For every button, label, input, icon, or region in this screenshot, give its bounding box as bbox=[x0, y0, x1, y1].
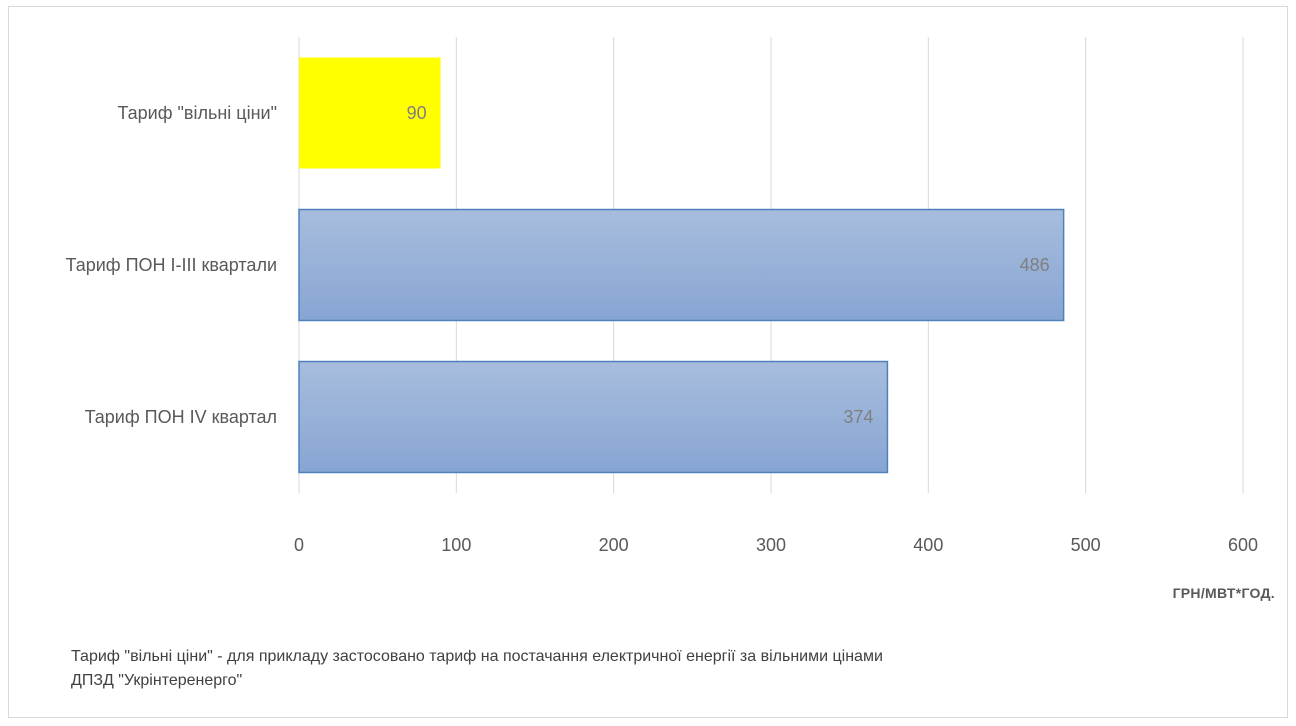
x-tick-label-500: 500 bbox=[1071, 535, 1101, 555]
chart-area: 90 486 374 Тариф "вільні ціни" Тариф ПОН I-… bbox=[8, 6, 1288, 718]
bar-0 bbox=[299, 57, 441, 169]
x-axis-tick-labels: 0 100 200 300 400 500 600 bbox=[294, 535, 1258, 555]
category-labels: Тариф "вільні ціни" Тариф ПОН I-III кварт… bbox=[66, 103, 277, 427]
x-axis-title: ГРН/МВТ*ГОД. bbox=[1173, 585, 1275, 601]
x-tick-label-400: 400 bbox=[913, 535, 943, 555]
bar-chart: 90 486 374 Тариф "вільні ціни" Тариф ПОН I-… bbox=[66, 37, 1275, 601]
bar-1 bbox=[298, 208, 1065, 322]
data-labels: 90 486 374 bbox=[407, 103, 1050, 427]
category-label-2: Тариф ПОН IV квартал bbox=[85, 407, 277, 427]
data-label-0: 90 bbox=[407, 103, 427, 123]
x-tick-label-0: 0 bbox=[294, 535, 304, 555]
data-label-2: 374 bbox=[843, 407, 873, 427]
x-tick-label-600: 600 bbox=[1228, 535, 1258, 555]
footnote-line-1: Тариф "вільні ціни" - для прикладу засто… bbox=[71, 648, 883, 665]
x-tick-label-100: 100 bbox=[441, 535, 471, 555]
x-tick-label-200: 200 bbox=[599, 535, 629, 555]
footnote: Тариф "вільні ціни" - для прикладу засто… bbox=[71, 645, 1211, 693]
category-label-0: Тариф "вільні ціни" bbox=[117, 103, 277, 123]
footnote-line-2: ДПЗД "Укрінтеренерго" bbox=[71, 672, 243, 689]
category-label-1: Тариф ПОН I-III квартали bbox=[66, 255, 277, 275]
data-label-1: 486 bbox=[1020, 255, 1050, 275]
bar-2 bbox=[298, 360, 889, 474]
x-tick-label-300: 300 bbox=[756, 535, 786, 555]
bars bbox=[298, 57, 1065, 474]
